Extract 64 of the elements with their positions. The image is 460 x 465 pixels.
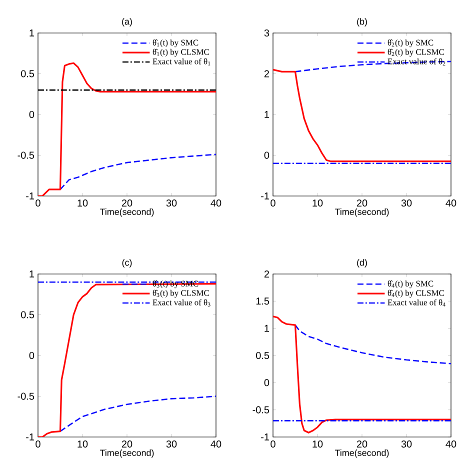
x-axis-title: Time(second) (335, 208, 389, 217)
y-tick-label: 0.5 (21, 311, 34, 318)
y-tick-label: -0.5 (18, 392, 34, 400)
y-tick-label: 0.5 (256, 352, 270, 360)
x-tick-label: 10 (78, 200, 88, 207)
y-tick-label: 2 (264, 270, 270, 278)
x-tick-label: 20 (122, 200, 132, 207)
legend-label: θ̂$_{4}$(t) by CLSMC (388, 290, 444, 298)
legend-label: θ̂$_{2}$(t) by SMC (388, 39, 434, 48)
chart-title: (b) (357, 18, 367, 26)
y-tick-label: 1 (264, 324, 270, 332)
y-tick-label: 3 (264, 29, 270, 37)
legend-label: Exact value of θ$_{3}$ (152, 299, 210, 306)
y-tick-label: -0.5 (252, 406, 270, 414)
y-tick-label: 0.5 (21, 70, 34, 78)
x-axis-title: Time(second) (100, 208, 154, 217)
legend-label: θ̂$_{4}$(t) by SMC (388, 280, 434, 288)
x-tick-label: 40 (210, 440, 222, 448)
y-tick-label: 2 (264, 70, 270, 78)
x-tick-label: 20 (357, 200, 368, 207)
x-tick-label: 30 (401, 200, 412, 207)
y-tick-label: -1 (261, 434, 270, 440)
x-tick-label: 0 (36, 440, 40, 448)
chart-title: (d) (357, 259, 367, 268)
y-tick-label: 0 (264, 152, 270, 159)
chart-title: (c) (122, 259, 132, 268)
y-tick-label: 0 (264, 379, 270, 386)
y-tick-label: 1 (30, 270, 34, 278)
y-tick-label: -1 (26, 434, 34, 440)
y-tick-label: -1 (261, 192, 270, 200)
x-tick-label: 30 (401, 440, 412, 448)
x-tick-label: 40 (446, 200, 456, 207)
x-axis-title: Time(second) (335, 449, 389, 458)
chart-title: (a) (122, 18, 132, 26)
y-tick-label: 0 (29, 110, 34, 118)
legend-label: θ̂$_{1}$(t) by CLSMC (152, 48, 210, 57)
x-axis-title: Time(second) (100, 449, 154, 458)
x-tick-label: 30 (166, 440, 177, 448)
x-tick-label: 40 (446, 440, 456, 448)
legend-label: Exact value of θ$_{4}$ (388, 299, 446, 306)
y-tick-label: -0.5 (18, 152, 34, 159)
y-tick-label: 1 (264, 111, 270, 118)
line-series (294, 324, 452, 364)
line-series (60, 396, 216, 432)
x-tick-label: 10 (312, 200, 323, 207)
legend-label: θ̂$_{3}$(t) by CLSMC (152, 290, 210, 298)
legend-label: θ̂$_{1}$(t) by SMC (152, 39, 198, 48)
x-tick-label: 10 (312, 440, 323, 448)
x-tick-label: 30 (166, 200, 177, 207)
y-tick-label: 1.5 (256, 298, 270, 305)
y-tick-label: 0 (29, 352, 34, 360)
legend-label: θ̂$_{2}$(t) by CLSMC (388, 48, 444, 57)
x-tick-label: 20 (122, 440, 132, 448)
x-tick-label: 10 (78, 440, 88, 448)
x-tick-label: 40 (210, 200, 222, 207)
x-tick-label: 0 (270, 200, 276, 207)
line-series (273, 316, 452, 434)
legend-label: Exact value of θ$_{1}$ (152, 58, 210, 66)
x-tick-label: 0 (270, 440, 276, 448)
x-tick-label: 20 (357, 440, 368, 448)
y-tick-label: 1 (30, 30, 34, 36)
y-tick-label: -1 (26, 192, 34, 200)
line-series (273, 68, 452, 162)
x-tick-label: 0 (36, 200, 40, 207)
